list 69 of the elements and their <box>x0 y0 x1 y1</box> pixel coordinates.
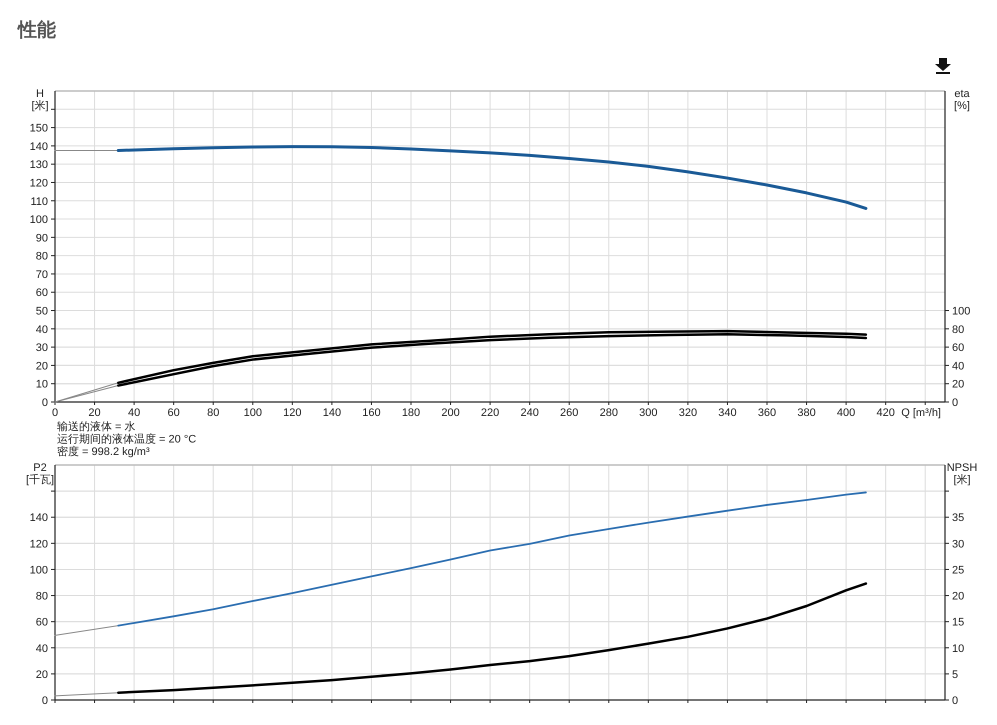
x-tick-label: 160 <box>362 407 381 419</box>
x-tick-label: 200 <box>441 407 460 419</box>
x-tick-label: 180 <box>402 407 420 419</box>
y2-tick-label: 20 <box>952 378 964 391</box>
y-tick-label: 100 <box>30 564 48 576</box>
y2-tick-label: 100 <box>952 306 970 318</box>
y-axis-title: H [米] <box>31 88 49 112</box>
y-tick-label: 40 <box>36 324 48 336</box>
text: 密度 = 998.2 kg/m³ <box>57 445 150 458</box>
y2-tick-label: 15 <box>952 616 964 629</box>
x-tick-label: 80 <box>207 407 220 419</box>
x-tick-label: 40 <box>128 407 140 419</box>
y2-axis-title: eta [%] <box>954 88 971 112</box>
y-tick-label: 120 <box>30 177 48 190</box>
x-tick-label: 0 <box>52 407 58 419</box>
y-tick-label: 20 <box>36 360 48 372</box>
x-tick-label: 240 <box>520 407 539 419</box>
y2-tick-label: 80 <box>952 324 964 336</box>
y-tick-label: 70 <box>36 268 48 281</box>
y2-tick-label: 35 <box>952 512 964 524</box>
text: 输送的液体 = 水 <box>57 420 136 433</box>
x-tick-label: 340 <box>718 407 737 419</box>
y-tick-label: 90 <box>36 232 48 244</box>
y-tick-label: 120 <box>30 538 48 550</box>
y2-tick-label: 5 <box>952 668 958 681</box>
x-tick-label: 260 <box>560 407 578 419</box>
y-tick-label: 140 <box>30 140 48 153</box>
y-tick-label: 80 <box>36 590 48 603</box>
y-axis-title: P2 [千瓦] <box>26 462 54 486</box>
y2-tick-label: 30 <box>952 538 964 550</box>
y-tick-label: 60 <box>36 287 48 300</box>
x-axis-title: Q [m³/h] <box>901 407 941 419</box>
y2-tick-label: 10 <box>952 642 964 655</box>
y-tick-label: 60 <box>36 616 48 629</box>
y2-tick-label: 60 <box>952 342 964 354</box>
x-tick-label: 320 <box>678 407 698 419</box>
x-tick-label: 220 <box>480 407 500 419</box>
y-tick-label: 50 <box>36 306 48 318</box>
y-tick-label: 150 <box>30 122 48 135</box>
x-tick-label: 380 <box>797 407 816 419</box>
x-tick-label: 360 <box>758 407 776 419</box>
y-tick-label: 140 <box>30 512 48 524</box>
x-tick-label: 140 <box>322 407 342 419</box>
x-tick-label: 120 <box>283 407 302 419</box>
x-tick-label: 100 <box>244 407 262 419</box>
y2-axis-title: NPSH [米] <box>946 462 978 486</box>
y-tick-label: 40 <box>36 642 48 655</box>
y-tick-label: 100 <box>30 214 48 226</box>
y2-tick-label: 20 <box>952 590 964 603</box>
x-tick-label: 20 <box>88 407 101 419</box>
x-tick-label: 400 <box>836 407 856 419</box>
y2-tick-label: 0 <box>952 397 958 409</box>
x-tick-label: 300 <box>639 407 658 419</box>
y-tick-label: 0 <box>42 397 48 409</box>
y-tick-label: 130 <box>30 159 48 172</box>
chart-title: 性能 <box>17 19 56 41</box>
text: 运行期间的液体温度 = 20 °C <box>57 432 196 446</box>
y-tick-label: 80 <box>36 250 48 263</box>
y-tick-label: 30 <box>36 342 48 354</box>
y-tick-label: 10 <box>36 378 48 391</box>
x-tick-label: 420 <box>876 407 895 419</box>
y-tick-label: 110 <box>30 196 48 208</box>
y2-tick-label: 25 <box>952 564 964 576</box>
x-tick-label: 60 <box>168 407 180 419</box>
y-tick-label: 20 <box>36 668 48 681</box>
x-tick-label: 280 <box>600 407 618 419</box>
y-tick-label: 0 <box>42 695 48 707</box>
y2-tick-label: 0 <box>952 695 958 707</box>
y2-tick-label: 40 <box>952 360 964 372</box>
